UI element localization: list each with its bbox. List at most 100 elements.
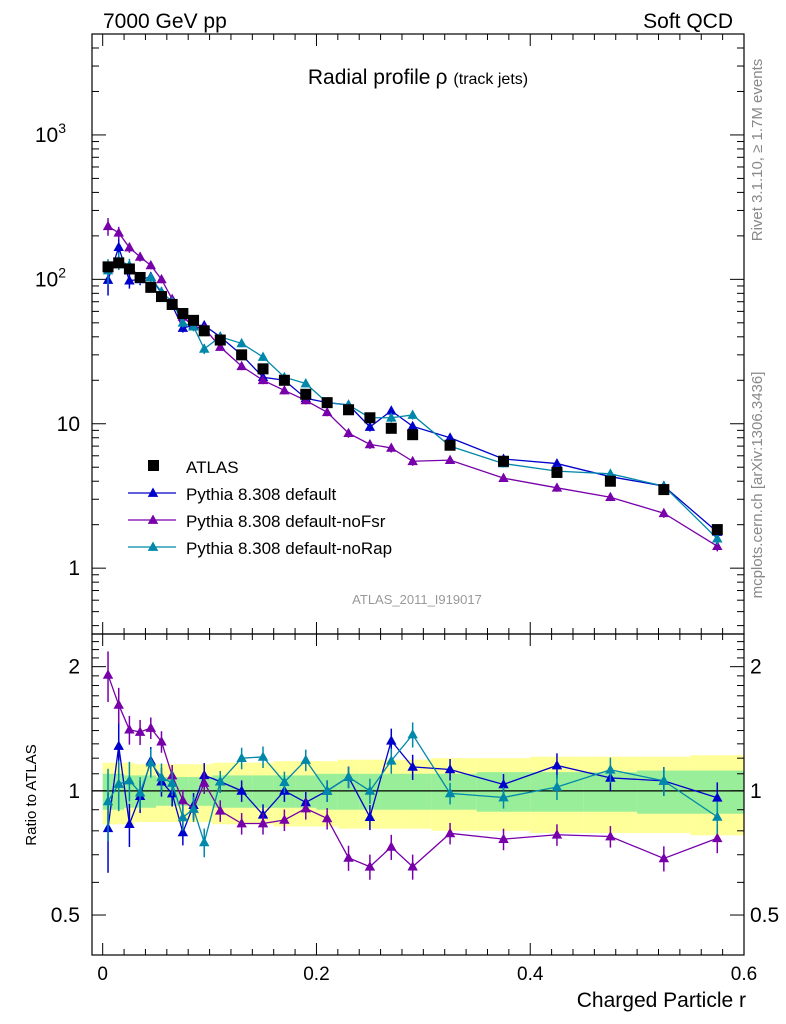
series-marker-1 [156,273,167,284]
ratio-marker-0 [236,785,247,795]
ratio-band-inner [431,773,477,810]
series-marker-1 [605,491,616,502]
ratio-band-inner [145,775,157,808]
ratio-marker-2 [551,781,563,791]
series-marker-2 [407,409,418,419]
ratio-y-tick-label-right: 0.5 [750,904,779,927]
y-tick-label: 10 [57,413,80,436]
ratio-marker-2 [145,757,157,767]
ratio-marker-0 [498,778,509,789]
series-marker-2 [199,343,210,353]
data-point [188,314,200,326]
data-point [498,455,510,467]
y-tick-label: 102 [35,264,66,291]
series-marker-2 [712,533,723,543]
data-point [364,412,376,424]
mcplots-label: mcplots.cern.ch [arXiv:1306.3436] [749,372,766,599]
ratio-marker-0 [712,792,723,802]
ratio-marker-1 [145,722,157,732]
ratio-marker-2 [712,811,723,821]
ratio-marker-1 [364,861,376,871]
data-point [407,429,419,441]
legend-marker-data [148,460,159,471]
series-marker-1 [407,455,418,466]
ratio-panel: 0 0.2 0.4 0.6 0.5 0.5 1 1 2 2 [51,633,779,985]
data-point [134,271,146,283]
y-tick-label-exponent: 3 [58,120,66,136]
ratio-marker-0 [444,763,456,774]
ratio-y-tick-label-left: 1 [68,780,80,803]
data-point [155,291,167,303]
ratio-marker-1 [444,827,456,838]
x-tick-label: 0.4 [517,964,544,985]
ratio-marker-2 [605,764,616,774]
ratio-marker-2 [188,803,199,813]
ratio-marker-0 [177,826,189,837]
series-marker-0 [113,241,124,252]
series-marker-1 [102,220,114,231]
main-panel: 1 10 102 103 [35,33,745,955]
series-marker-0 [444,432,456,442]
ratio-marker-2 [199,836,210,847]
ratio-marker-1 [407,861,418,871]
ratio-y-axis-label: Ratio to ATLAS [23,744,40,845]
series-marker-0 [386,405,397,415]
data-point [658,484,670,496]
ratio-marker-2 [134,787,146,797]
ratio-marker-1 [343,852,354,862]
series-marker-1 [124,242,135,252]
ratio-marker-2 [166,777,178,787]
data-point [300,388,312,400]
data-point [444,439,456,451]
series-marker-2 [257,351,269,361]
ratio-marker-1 [102,669,114,679]
ratio-marker-0 [386,735,397,745]
ratio-marker-0 [124,818,135,828]
ratio-marker-0 [113,740,124,750]
ratio-marker-1 [300,802,311,813]
ratio-marker-2 [113,778,124,788]
series-marker-1 [712,540,723,551]
series-marker-2 [236,337,247,348]
series-marker-2 [177,317,189,327]
analysis-label: ATLAS_2011_I919017 [352,592,482,607]
x-tick-label: 0.6 [731,964,757,985]
chart-title-main: Radial profile [308,66,431,89]
ratio-marker-2 [156,771,167,782]
chart-title: Radial profile ρ (track jets) [308,66,528,89]
chart-title-symbol: ρ [435,66,447,89]
series-marker-1 [145,259,157,270]
ratio-band-inner [380,773,402,810]
header-left: 7000 GeV pp [103,10,227,33]
data-point [113,257,125,269]
data-point [711,524,723,536]
ratio-marker-1 [551,829,563,839]
series-marker-1 [498,472,509,483]
ratio-marker-2 [321,785,333,795]
data-point [321,397,333,409]
ratio-marker-1 [177,794,189,805]
data-point [385,422,397,434]
series-marker-1 [364,438,376,449]
ratio-marker-1 [199,777,210,787]
ratio-marker-2 [279,776,290,786]
data-point [198,325,210,337]
ratio-band-inner [252,775,274,808]
ratio-marker-2 [386,755,397,765]
ratio-marker-2 [343,771,354,781]
header-right: Soft QCD [643,10,733,33]
ratio-marker-1 [658,852,670,863]
ratio-band-inner [401,773,432,810]
ratio-y-tick-label-right: 2 [750,656,762,679]
legend-label-0: Pythia 8.308 default [186,485,337,504]
ratio-marker-0 [551,759,563,770]
data-point [236,349,248,361]
legend: ATLAS Pythia 8.308 default Pythia 8.308 de… [128,458,392,558]
data-point [166,298,178,310]
series-marker-1 [658,507,670,518]
data-point [145,281,157,293]
series-marker-0 [551,458,563,468]
y-tick-label: 103 [35,120,66,147]
legend-marker-2 [147,541,159,551]
